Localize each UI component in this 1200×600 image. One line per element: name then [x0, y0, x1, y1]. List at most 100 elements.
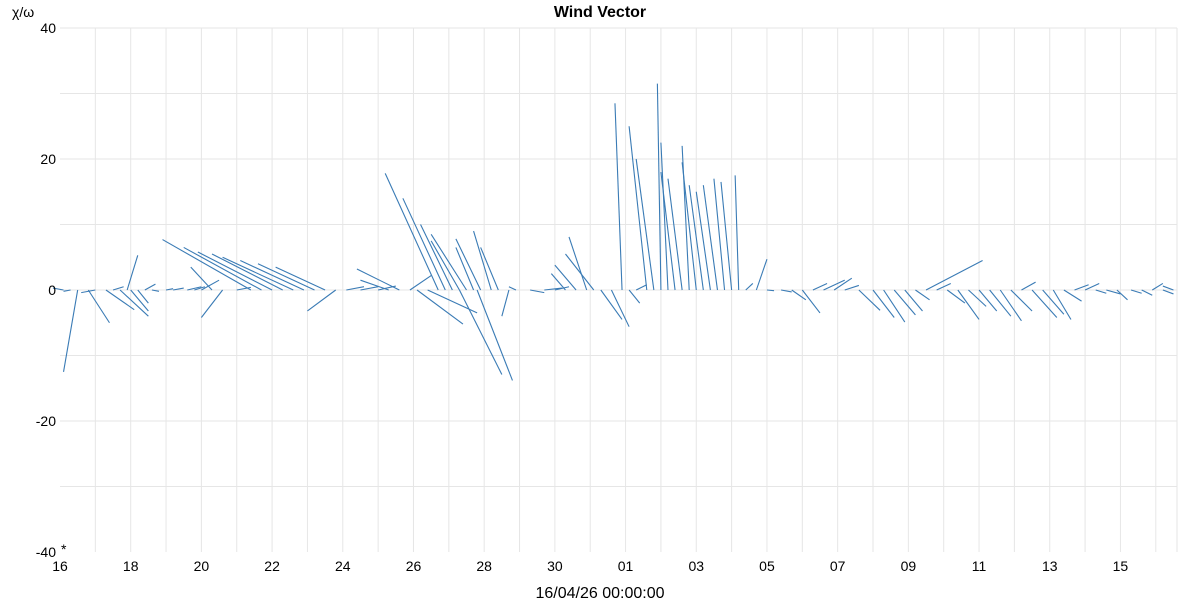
wind-vector	[1106, 289, 1121, 295]
wind-vector	[812, 282, 828, 291]
wind-vector	[844, 284, 860, 291]
wind-vector	[734, 175, 740, 291]
wind-vector	[755, 259, 768, 291]
wind-vector	[144, 283, 156, 291]
wind-vector	[190, 266, 213, 291]
wind-vector	[197, 251, 273, 291]
wind-vector	[81, 289, 96, 294]
wind-vector	[628, 126, 648, 291]
wind-vector	[200, 289, 224, 318]
wind-vector	[360, 279, 389, 291]
wind-vector	[173, 287, 184, 291]
x-tick-label: 15	[1113, 558, 1129, 574]
wind-vector	[695, 191, 711, 291]
wind-vector	[1074, 284, 1089, 291]
wind-vector	[720, 181, 733, 291]
wind-vector	[610, 289, 630, 327]
wind-vector	[823, 279, 845, 291]
x-tick-label: 09	[901, 558, 917, 574]
wind-vector	[635, 158, 655, 291]
y-tick-label: 40	[40, 20, 56, 36]
x-axis-date-label: 16/04/26 00:00:00	[535, 585, 664, 600]
wind-vector	[978, 289, 998, 312]
x-tick-label: 07	[830, 558, 846, 574]
wind-vector	[62, 289, 79, 372]
wind-vector	[893, 289, 916, 316]
wind-vector	[904, 289, 923, 312]
wind-vector	[568, 236, 588, 291]
wind-vector	[1031, 289, 1058, 318]
wind-vector	[1095, 289, 1107, 294]
x-tick-label: 16	[52, 558, 68, 574]
wind-vector	[635, 284, 648, 291]
y-tick-label: 20	[40, 151, 56, 167]
wind-vector	[112, 286, 124, 291]
wind-vector	[660, 172, 676, 291]
wind-vector	[628, 289, 641, 304]
wind-vector	[781, 289, 792, 293]
y-axis-label: χ/ω	[12, 4, 34, 20]
wind-vector	[681, 162, 697, 291]
wind-vector	[858, 289, 881, 311]
wind-vector	[430, 234, 467, 291]
x-tick-label: 28	[476, 558, 492, 574]
wind-vector	[660, 142, 669, 291]
x-tick-label: 01	[618, 558, 634, 574]
grid	[60, 27, 1178, 552]
wind-vector	[409, 275, 432, 291]
wind-vector	[257, 263, 315, 291]
wind-vector	[476, 289, 513, 381]
wind-vector	[957, 289, 980, 320]
wind-vector	[137, 289, 149, 304]
wind-vector	[801, 289, 821, 314]
wind-vector	[52, 287, 64, 291]
wind-vector	[600, 289, 623, 320]
wind-vector	[1151, 282, 1164, 291]
wind-vector	[384, 173, 439, 291]
wind-vector	[275, 266, 326, 291]
wind-vector	[968, 289, 987, 307]
wind-vector	[915, 289, 930, 301]
wind-vector	[501, 289, 510, 317]
wind-vector	[151, 289, 160, 292]
wind-vector	[925, 260, 983, 291]
wind-vector	[565, 253, 595, 291]
wind-vector	[430, 240, 460, 291]
wind-vector	[356, 268, 400, 291]
x-tick-label: 13	[1042, 558, 1058, 574]
wind-vector	[936, 282, 952, 291]
x-tick-label: 11	[972, 558, 987, 574]
wind-vector	[1010, 289, 1033, 312]
y-tick-label: -40	[36, 544, 56, 560]
wind-vector	[1116, 289, 1128, 301]
wind-vector	[872, 289, 895, 318]
chart-title: Wind Vector	[554, 4, 646, 21]
wind-vector	[745, 283, 754, 291]
wind-vector	[105, 289, 135, 311]
wind-vector	[713, 178, 726, 291]
wind-vector	[201, 279, 220, 291]
wind-vector	[480, 247, 499, 291]
wind-vector	[416, 289, 464, 325]
vector-series	[52, 83, 1174, 381]
wind-vector	[165, 288, 174, 291]
wind-vector	[420, 224, 453, 291]
wind-vector	[1162, 285, 1174, 291]
wind-vector	[614, 103, 623, 291]
wind-vector	[130, 289, 149, 312]
x-tick-label: 22	[264, 558, 280, 574]
wind-vector	[530, 289, 545, 294]
x-tick-label: 18	[123, 558, 139, 574]
wind-vector	[656, 83, 662, 291]
wind-vector	[402, 198, 446, 291]
wind-vector	[473, 230, 492, 291]
wind-vector	[87, 289, 110, 324]
wind-vector	[1021, 281, 1036, 291]
wind-vector	[458, 289, 503, 375]
wind-vector	[187, 286, 202, 291]
wind-vector	[455, 238, 482, 291]
wind-vector	[946, 289, 966, 304]
x-tick-label: 26	[406, 558, 422, 574]
wind-vector	[1063, 289, 1082, 302]
x-tick-label: 24	[335, 558, 351, 574]
